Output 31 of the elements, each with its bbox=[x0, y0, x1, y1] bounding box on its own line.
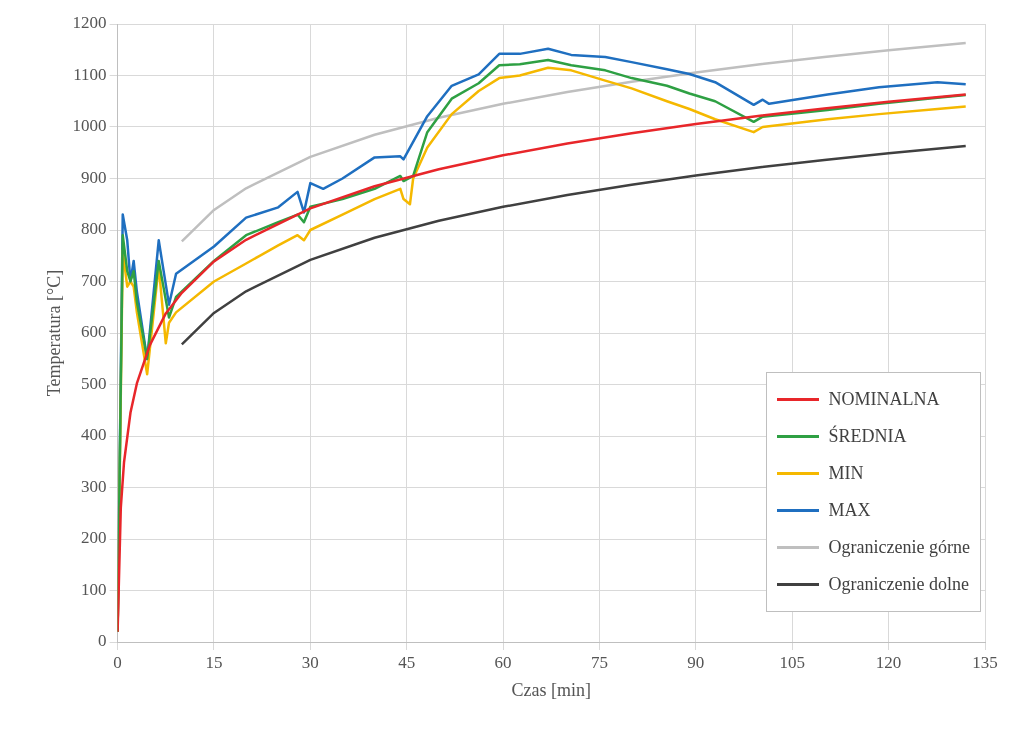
y-axis-title: Temperatura [°C] bbox=[43, 269, 64, 397]
y-tick-label: 700 bbox=[81, 270, 107, 290]
x-tick-label: 135 bbox=[972, 652, 998, 672]
y-tick-label: 500 bbox=[81, 373, 107, 393]
legend-label: MAX bbox=[828, 500, 871, 521]
x-tick-label: 90 bbox=[687, 652, 705, 672]
x-tick-label: 0 bbox=[113, 652, 122, 672]
y-tick-label: 1100 bbox=[73, 64, 107, 84]
x-tick-label: 120 bbox=[875, 652, 902, 672]
y-tick-label: 800 bbox=[81, 219, 107, 239]
y-tick-label: 0 bbox=[98, 631, 107, 651]
x-tick-label: 105 bbox=[779, 652, 805, 672]
x-axis-title: Czas [min] bbox=[511, 679, 592, 700]
y-tick-label: 100 bbox=[81, 579, 107, 599]
x-tick-label: 30 bbox=[301, 652, 319, 672]
legend-label: ŚREDNIA bbox=[828, 426, 907, 447]
y-tick-label: 1000 bbox=[72, 116, 107, 136]
x-tick-label: 75 bbox=[590, 652, 608, 672]
y-tick-label: 200 bbox=[81, 528, 107, 548]
x-tick-label: 45 bbox=[398, 652, 416, 672]
legend-label: NOMINALNA bbox=[828, 389, 940, 410]
legend-label: Ograniczenie górne bbox=[828, 537, 970, 558]
y-tick-label: 400 bbox=[81, 425, 107, 445]
x-tick-label: 60 bbox=[494, 652, 512, 672]
y-tick-label: 300 bbox=[81, 476, 107, 496]
legend-label: MIN bbox=[828, 463, 864, 484]
y-tick-label: 1200 bbox=[72, 13, 107, 33]
y-tick-label: 900 bbox=[81, 167, 107, 187]
legend-label: Ograniczenie dolne bbox=[828, 574, 969, 595]
x-tick-label: 15 bbox=[205, 652, 223, 672]
y-tick-label: 600 bbox=[81, 322, 107, 342]
